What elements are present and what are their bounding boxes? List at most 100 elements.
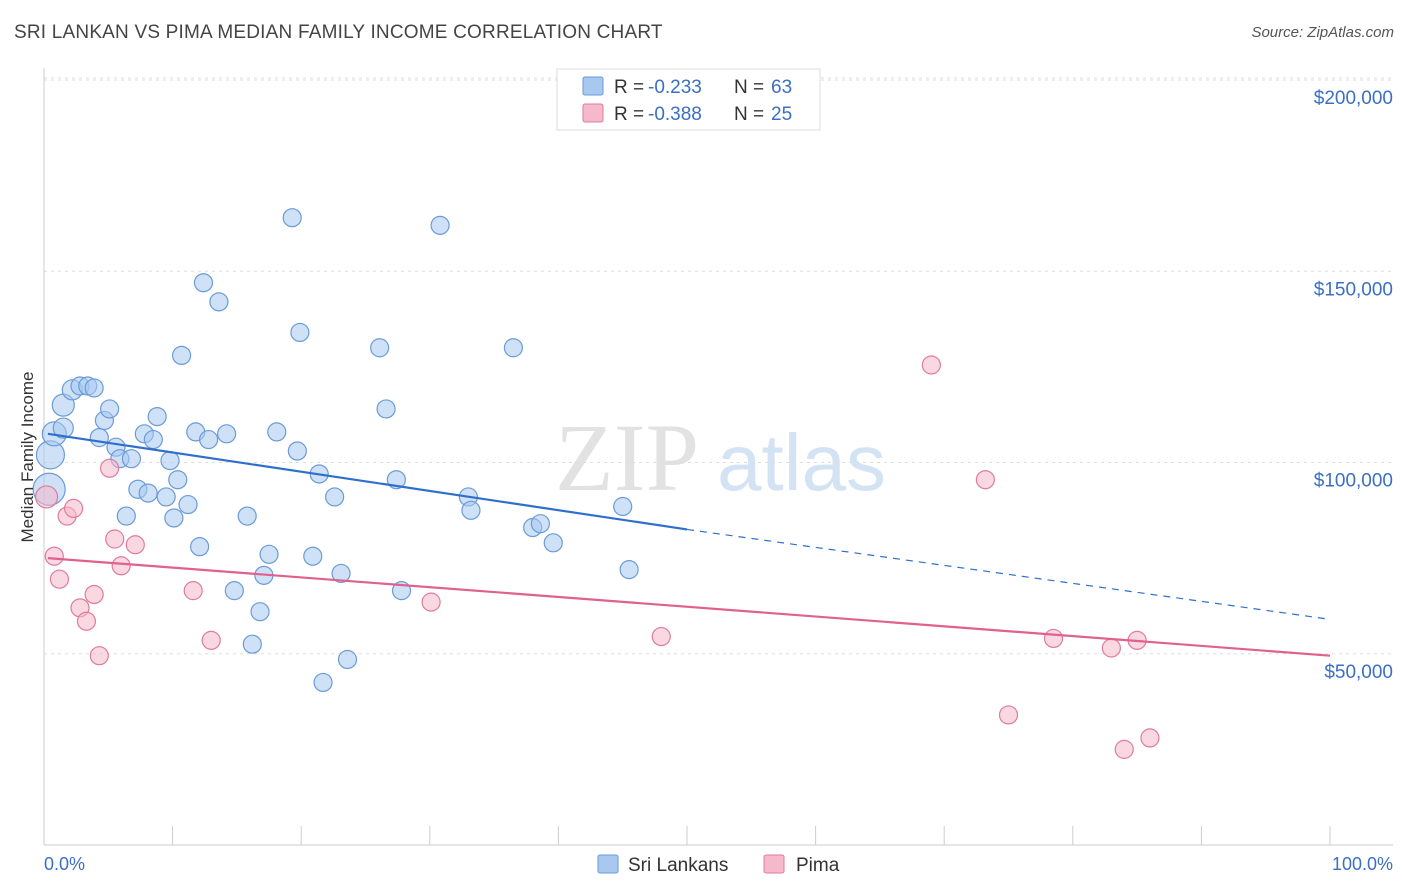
pima-point-20 (1043, 628, 1064, 649)
sri-lankans-point-30 (199, 429, 219, 450)
bottom-legend-label-pima: Pima (796, 855, 840, 876)
legend-n-label-0: N = (734, 77, 764, 98)
sri-lankans-point-45 (313, 672, 333, 693)
trend-lines (47, 432, 1331, 657)
bottom-legend-swatch-sri-lankans (597, 854, 619, 874)
sri-lankans-point-35 (242, 634, 262, 654)
sri-lankans-point-36 (250, 602, 270, 622)
pima-point-1 (44, 546, 64, 566)
pima-point-4 (63, 498, 84, 518)
sri-lankans-point-28 (190, 537, 210, 557)
y-axis-label: Median Family Income (18, 371, 37, 542)
legend-swatch-sri-lankans (582, 76, 604, 96)
sri-lankans-point-18 (138, 483, 158, 503)
sri-lankans-points (32, 208, 639, 693)
sri-lankans-point-40 (282, 208, 302, 228)
sri-lankans-point-3 (52, 417, 74, 439)
sri-lankans-point-22 (160, 450, 180, 471)
legend-r-label-1: R = (614, 104, 644, 125)
sri-lankans-point-46 (325, 487, 345, 507)
watermark-zip: ZIP (555, 404, 699, 511)
sri-lankans-trend-extension (686, 528, 1331, 620)
sri-lankans-point-11 (99, 399, 120, 419)
legend-r-value-0: -0.233 (648, 77, 702, 98)
sri-lankans-point-32 (217, 424, 237, 444)
pima-point-0 (34, 485, 59, 509)
pima-point-24 (1140, 728, 1160, 748)
sri-lankans-point-49 (370, 338, 390, 358)
sri-lankans-point-61 (619, 559, 639, 580)
pima-point-2 (49, 569, 70, 589)
legend-r-label-0: R = (614, 77, 644, 98)
pima-point-21 (1101, 638, 1121, 658)
x-tick-label-end: 100.0% (1332, 854, 1393, 874)
sri-lankans-point-26 (178, 494, 198, 515)
sri-lankans-point-33 (224, 581, 244, 601)
legend-n-label-1: N = (734, 104, 764, 125)
pima-point-18 (975, 470, 995, 490)
pima-point-16 (651, 626, 671, 647)
sri-lankans-point-15 (121, 449, 142, 469)
sri-lankans-point-8 (84, 378, 104, 398)
y-tick-label-50000: $50,000 (1324, 662, 1393, 683)
source-label: Source: ZipAtlas.com (1251, 24, 1394, 41)
pima-point-22 (1114, 739, 1134, 759)
pima-point-7 (84, 584, 104, 605)
pima-point-14 (201, 630, 221, 650)
sri-lankans-point-31 (209, 292, 229, 312)
chart-title: SRI LANKAN VS PIMA MEDIAN FAMILY INCOME … (14, 22, 663, 43)
sri-lankans-point-25 (172, 345, 192, 365)
sri-lankans-point-24 (168, 470, 188, 490)
sri-lankans-point-58 (530, 514, 550, 534)
pima-point-15 (421, 592, 441, 612)
sri-lankans-point-38 (259, 544, 279, 564)
sri-lankans-point-39 (267, 422, 287, 442)
y-tick-label-200000: $200,000 (1314, 88, 1393, 109)
sri-lankans-point-43 (303, 546, 323, 566)
pima-point-10 (105, 529, 125, 549)
sri-lankans-point-42 (290, 322, 310, 343)
sri-lankans-point-14 (116, 506, 136, 526)
pima-point-6 (76, 611, 97, 631)
pima-points (34, 355, 1160, 759)
sri-lankans-point-56 (503, 338, 523, 358)
sri-lankans-point-19 (143, 429, 163, 450)
x-tick-label-start: 0.0% (44, 854, 85, 874)
sri-lankans-point-34 (237, 506, 257, 526)
sri-lankans-point-47 (331, 563, 351, 584)
sri-lankans-point-59 (543, 533, 563, 553)
bottom-legend-swatch-pima (763, 854, 785, 874)
x-ticks (43, 826, 1331, 845)
pima-point-11 (111, 556, 131, 576)
sri-lankans-point-53 (430, 215, 450, 235)
bottom-legend: Sri Lankans Pima (597, 854, 840, 876)
legend-n-value-1: 25 (771, 104, 792, 125)
bottom-legend-label-sri-lankans: Sri Lankans (628, 855, 728, 876)
sri-lankans-point-20 (147, 407, 167, 427)
legend-r-value-1: -0.388 (648, 104, 702, 125)
sri-lankans-point-29 (193, 273, 214, 293)
top-legend: R = -0.233 N = 63 R = -0.388 N = 25 (556, 68, 821, 131)
sri-lankans-trend-line (47, 432, 688, 531)
sri-lankans-point-41 (287, 441, 307, 461)
sri-lankans-point-55 (461, 500, 481, 520)
sri-lankans-point-23 (164, 508, 184, 528)
pima-point-19 (998, 705, 1019, 725)
y-tick-label-150000: $150,000 (1314, 279, 1393, 300)
legend-n-value-0: 63 (771, 77, 792, 98)
sri-lankans-point-9 (89, 428, 109, 448)
sri-lankans-point-50 (376, 399, 396, 419)
sri-lankans-point-60 (613, 496, 633, 517)
pima-trend-line (47, 557, 1331, 657)
sri-lankans-point-21 (156, 487, 176, 507)
pima-point-12 (125, 535, 145, 555)
grid-lines (44, 77, 1393, 655)
pima-point-9 (99, 458, 120, 478)
pima-point-13 (183, 581, 203, 601)
pima-point-17 (921, 355, 941, 375)
pima-point-8 (89, 646, 109, 666)
y-tick-label-100000: $100,000 (1314, 471, 1393, 492)
y-tick-labels: $50,000 $100,000 $150,000 $200,000 (1314, 88, 1393, 683)
sri-lankans-point-48 (337, 649, 358, 670)
